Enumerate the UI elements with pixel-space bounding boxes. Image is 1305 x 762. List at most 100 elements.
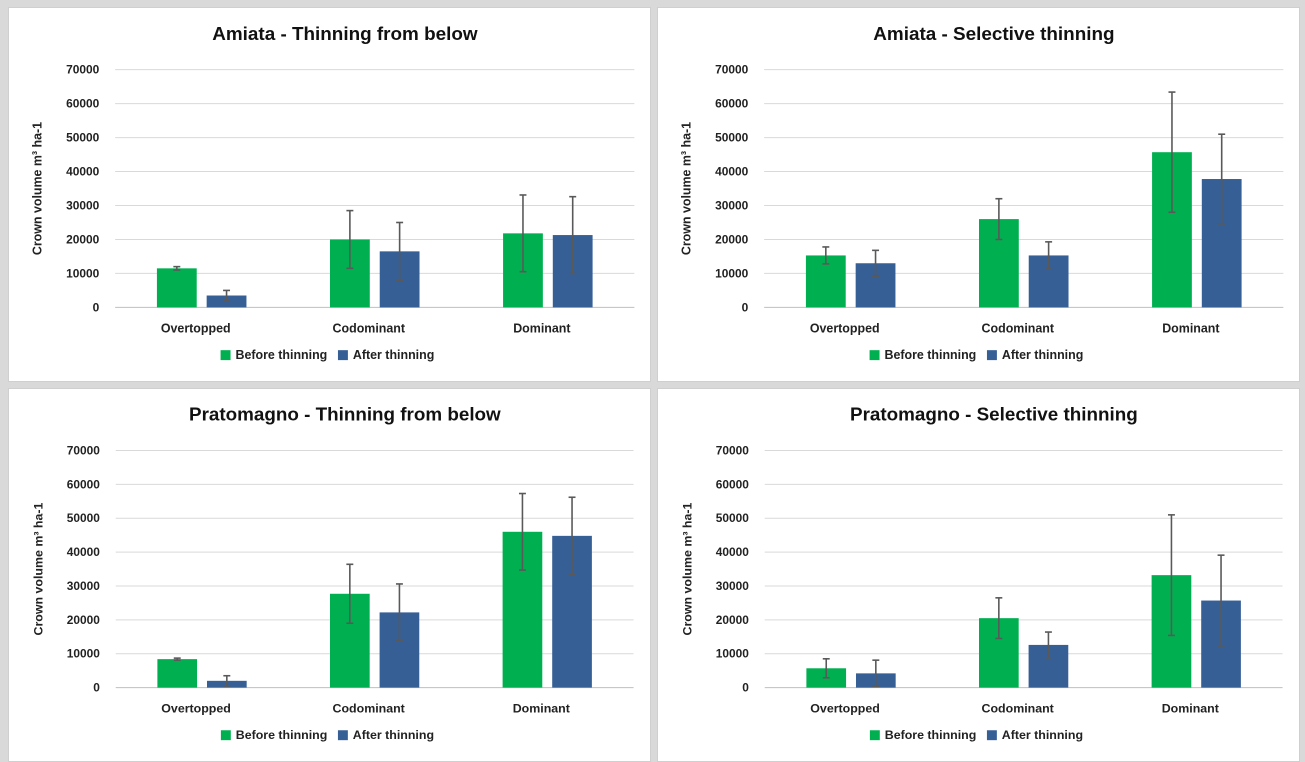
error-bar bbox=[396, 221, 404, 282]
legend-label: Before thinning bbox=[236, 728, 328, 742]
y-tick-label: 30000 bbox=[716, 579, 749, 593]
x-tick-label: Dominant bbox=[1162, 321, 1219, 335]
y-tick-label: 50000 bbox=[67, 511, 100, 525]
error-bar bbox=[519, 194, 527, 273]
x-tick-label: Dominant bbox=[513, 321, 570, 335]
error-bar bbox=[822, 658, 830, 679]
y-tick-label: 30000 bbox=[66, 198, 100, 212]
y-tick-label: 60000 bbox=[67, 477, 100, 491]
error-bar bbox=[1044, 631, 1052, 659]
legend-swatch bbox=[220, 350, 231, 361]
x-tick-label: Codominant bbox=[982, 321, 1054, 335]
chart-svg: Pratomagno - Selective thinning 0 10000 200… bbox=[680, 404, 1283, 742]
chart-panel-amiata-thinning-from-below: Amiata - Thinning from below 0 10000 20000 3… bbox=[8, 7, 651, 382]
y-tick-label: 20000 bbox=[66, 232, 100, 246]
error-bar bbox=[395, 583, 403, 642]
y-tick-label: 40000 bbox=[715, 165, 749, 179]
error-bar bbox=[872, 659, 880, 688]
legend-swatch bbox=[337, 730, 348, 741]
y-axis-label: Crown volume m³ ha-1 bbox=[31, 122, 45, 255]
legend-label: Before thinning bbox=[885, 348, 977, 362]
chart-title: Amiata - Thinning from below bbox=[212, 24, 478, 45]
y-tick-label: 40000 bbox=[67, 545, 100, 559]
chart-svg: Amiata - Selective thinning 0 10000 20000 30… bbox=[680, 24, 1284, 362]
x-tick-label: Codominant bbox=[982, 701, 1054, 715]
y-tick-label: 0 bbox=[742, 681, 749, 695]
error-bar bbox=[568, 496, 576, 576]
legend-swatch bbox=[869, 350, 880, 361]
x-tick-label: Overtopped bbox=[161, 321, 231, 335]
legend-swatch bbox=[220, 730, 231, 741]
y-tick-label: 60000 bbox=[66, 97, 100, 111]
y-tick-label: 70000 bbox=[66, 63, 100, 77]
x-tick-label: Dominant bbox=[513, 701, 570, 715]
error-bar bbox=[995, 597, 1003, 640]
bar-after-overtopped bbox=[206, 295, 247, 308]
y-tick-label: 40000 bbox=[66, 165, 100, 179]
error-bar bbox=[1167, 514, 1175, 637]
legend-label: Before thinning bbox=[236, 348, 328, 362]
error-bar bbox=[223, 674, 231, 687]
y-axis-label: Crown volume m³ ha-1 bbox=[31, 503, 45, 636]
chart-svg: Amiata - Thinning from below 0 10000 20000 3… bbox=[31, 24, 635, 362]
y-tick-label: 20000 bbox=[67, 613, 100, 627]
y-tick-label: 20000 bbox=[715, 232, 749, 246]
y-tick-label: 50000 bbox=[66, 131, 100, 145]
bar-before-overtopped bbox=[156, 268, 197, 308]
y-tick-label: 10000 bbox=[716, 647, 749, 661]
y-tick-label: 50000 bbox=[715, 131, 749, 145]
error-bar bbox=[223, 289, 231, 302]
x-tick-label: Overtopped bbox=[810, 701, 880, 715]
legend-swatch bbox=[986, 730, 997, 741]
legend-label: After thinning bbox=[1002, 728, 1083, 742]
y-tick-label: 40000 bbox=[716, 545, 749, 559]
chart-title: Pratomagno - Selective thinning bbox=[850, 404, 1138, 425]
chart-panel-pratomagno-selective-thinning: Pratomagno - Selective thinning 0 10000 200… bbox=[657, 388, 1300, 762]
legend-label: After thinning bbox=[353, 348, 434, 362]
error-bar bbox=[518, 492, 526, 571]
y-tick-label: 50000 bbox=[716, 511, 749, 525]
y-tick-label: 10000 bbox=[715, 266, 749, 280]
error-bar bbox=[1168, 91, 1176, 214]
y-tick-label: 0 bbox=[742, 300, 749, 314]
x-tick-label: Dominant bbox=[1162, 701, 1219, 715]
legend-label: After thinning bbox=[1002, 348, 1083, 362]
error-bar bbox=[346, 563, 354, 625]
chart-title: Amiata - Selective thinning bbox=[873, 24, 1114, 45]
chart-panel-pratomagno-thinning-from-below: Pratomagno - Thinning from below 0 10000 20… bbox=[8, 388, 651, 762]
y-tick-label: 70000 bbox=[716, 443, 749, 457]
error-bar bbox=[1217, 554, 1225, 647]
legend-label: Before thinning bbox=[885, 728, 977, 742]
y-axis-label: Crown volume m³ ha-1 bbox=[680, 503, 694, 636]
y-tick-label: 20000 bbox=[716, 613, 749, 627]
legend-label: After thinning bbox=[353, 728, 434, 742]
y-tick-label: 60000 bbox=[716, 477, 749, 491]
legend-swatch bbox=[986, 350, 997, 361]
error-bar bbox=[872, 249, 880, 277]
y-tick-label: 10000 bbox=[67, 647, 100, 661]
y-tick-label: 70000 bbox=[715, 63, 749, 77]
error-bar bbox=[995, 197, 1003, 241]
y-tick-label: 30000 bbox=[67, 579, 100, 593]
legend-swatch bbox=[869, 730, 880, 741]
y-tick-label: 60000 bbox=[715, 97, 749, 111]
y-tick-label: 10000 bbox=[66, 266, 100, 280]
y-tick-label: 0 bbox=[93, 681, 100, 695]
bar-before-overtopped bbox=[157, 659, 198, 688]
y-tick-label: 70000 bbox=[67, 443, 100, 457]
error-bar bbox=[1045, 241, 1053, 270]
y-axis-label: Crown volume m³ ha-1 bbox=[680, 122, 694, 255]
y-tick-label: 30000 bbox=[715, 198, 749, 212]
x-tick-label: Codominant bbox=[333, 321, 405, 335]
chart-panel-amiata-selective-thinning: Amiata - Selective thinning 0 10000 20000 30… bbox=[657, 7, 1300, 382]
x-tick-label: Overtopped bbox=[810, 321, 880, 335]
y-tick-label: 0 bbox=[93, 300, 100, 314]
error-bar bbox=[822, 246, 830, 265]
x-tick-label: Overtopped bbox=[161, 701, 231, 715]
x-tick-label: Codominant bbox=[333, 701, 405, 715]
error-bar bbox=[173, 265, 181, 271]
error-bar bbox=[346, 209, 354, 270]
legend-swatch bbox=[337, 350, 348, 361]
chart-svg: Pratomagno - Thinning from below 0 10000 20… bbox=[31, 404, 634, 742]
